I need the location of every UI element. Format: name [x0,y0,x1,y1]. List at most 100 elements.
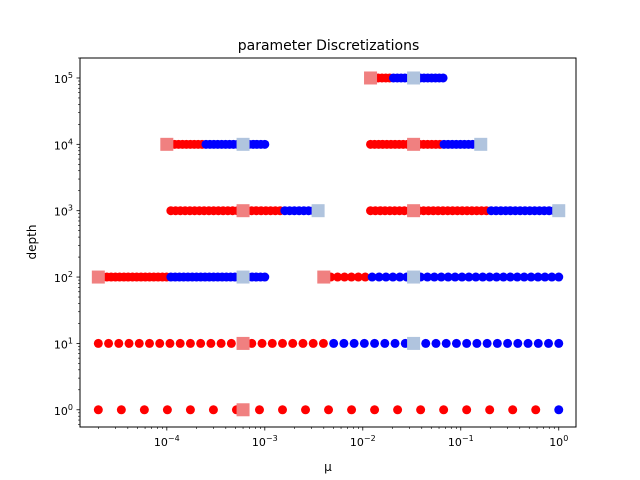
high-square-marker [236,137,250,151]
data-point [298,338,308,348]
data-point [531,405,541,415]
data-point [421,338,431,348]
data-point [492,338,502,348]
data-point [554,338,564,348]
y-axis-ticks: 100 101 102 103 104 105 [54,57,80,425]
data-point [370,405,380,415]
y-axis-label: depth [25,225,39,260]
data-point [388,272,398,282]
data-point [482,338,492,348]
data-point [216,338,226,348]
low-square-marker [91,270,105,284]
data-point [540,272,550,282]
data-point [226,338,236,348]
low-square-marker [160,137,174,151]
data-point [503,338,513,348]
y-tick-label: 101 [54,336,73,351]
data-point [155,338,165,348]
data-point [464,272,474,282]
low-square-marker [364,71,378,85]
data-point [185,338,195,348]
data-point [485,272,495,282]
data-point [429,272,439,282]
x-axis-label: μ [324,460,332,474]
data-point [124,338,134,348]
low-square-marker [236,403,250,417]
data-point [104,338,114,348]
data-point [422,272,432,282]
data-point [185,405,195,415]
data-point [498,272,508,282]
x-axis-ticks: 10−4 10−3 10−2 10−1 100 [98,427,568,449]
data-point [492,272,502,282]
data-point [478,272,488,282]
data-point [175,338,185,348]
data-point [162,405,172,415]
data-point [523,338,533,348]
data-point [278,338,287,348]
high-square-marker [311,204,325,218]
data-point [472,338,482,348]
data-point [381,272,391,282]
x-tick-label: 10−2 [350,434,376,449]
data-point [438,73,448,83]
data-point [208,405,218,415]
data-point [393,405,403,415]
data-point [308,338,318,348]
data-point [324,405,334,415]
data-point [93,405,103,415]
data-point [367,272,377,282]
x-tick-label: 10−4 [154,434,180,449]
data-point [139,405,149,415]
x-tick-label: 10−3 [252,434,278,449]
data-point [288,338,298,348]
data-point [318,338,328,348]
data-point [450,272,460,282]
data-point [416,405,426,415]
low-square-marker [317,270,331,284]
data-point [436,272,446,282]
points-layer [91,71,566,417]
data-point [93,338,103,348]
data-point [451,338,461,348]
data-point [439,405,449,415]
data-point [544,338,554,348]
data-point [144,338,154,348]
high-square-marker [236,270,250,284]
y-tick-label: 105 [54,71,73,86]
data-point [441,338,451,348]
high-square-marker [407,270,421,284]
data-point [116,405,126,415]
data-point [196,338,206,348]
low-square-marker [407,204,421,218]
data-point [554,272,564,282]
low-square-marker [407,137,421,151]
data-point [457,272,467,282]
data-point [374,272,384,282]
data-point [353,272,363,282]
y-tick-label: 102 [54,270,73,285]
data-point [519,272,529,282]
data-point [485,405,495,415]
high-square-marker [474,137,488,151]
high-square-marker [407,71,421,85]
data-point [301,405,311,415]
data-point [165,338,175,348]
data-point [254,405,264,415]
data-point [347,405,357,415]
data-point [533,272,543,282]
data-point [339,338,349,348]
x-tick-label: 10−1 [448,434,474,449]
low-square-marker [236,336,250,350]
data-point [260,139,270,149]
data-point [547,272,557,282]
data-point [390,338,400,348]
high-square-marker [552,204,566,218]
data-point [513,338,523,348]
data-point [278,405,287,415]
high-square-marker [407,336,421,350]
data-point [134,338,144,348]
data-point [512,272,522,282]
data-point [114,338,124,348]
data-point [380,338,390,348]
